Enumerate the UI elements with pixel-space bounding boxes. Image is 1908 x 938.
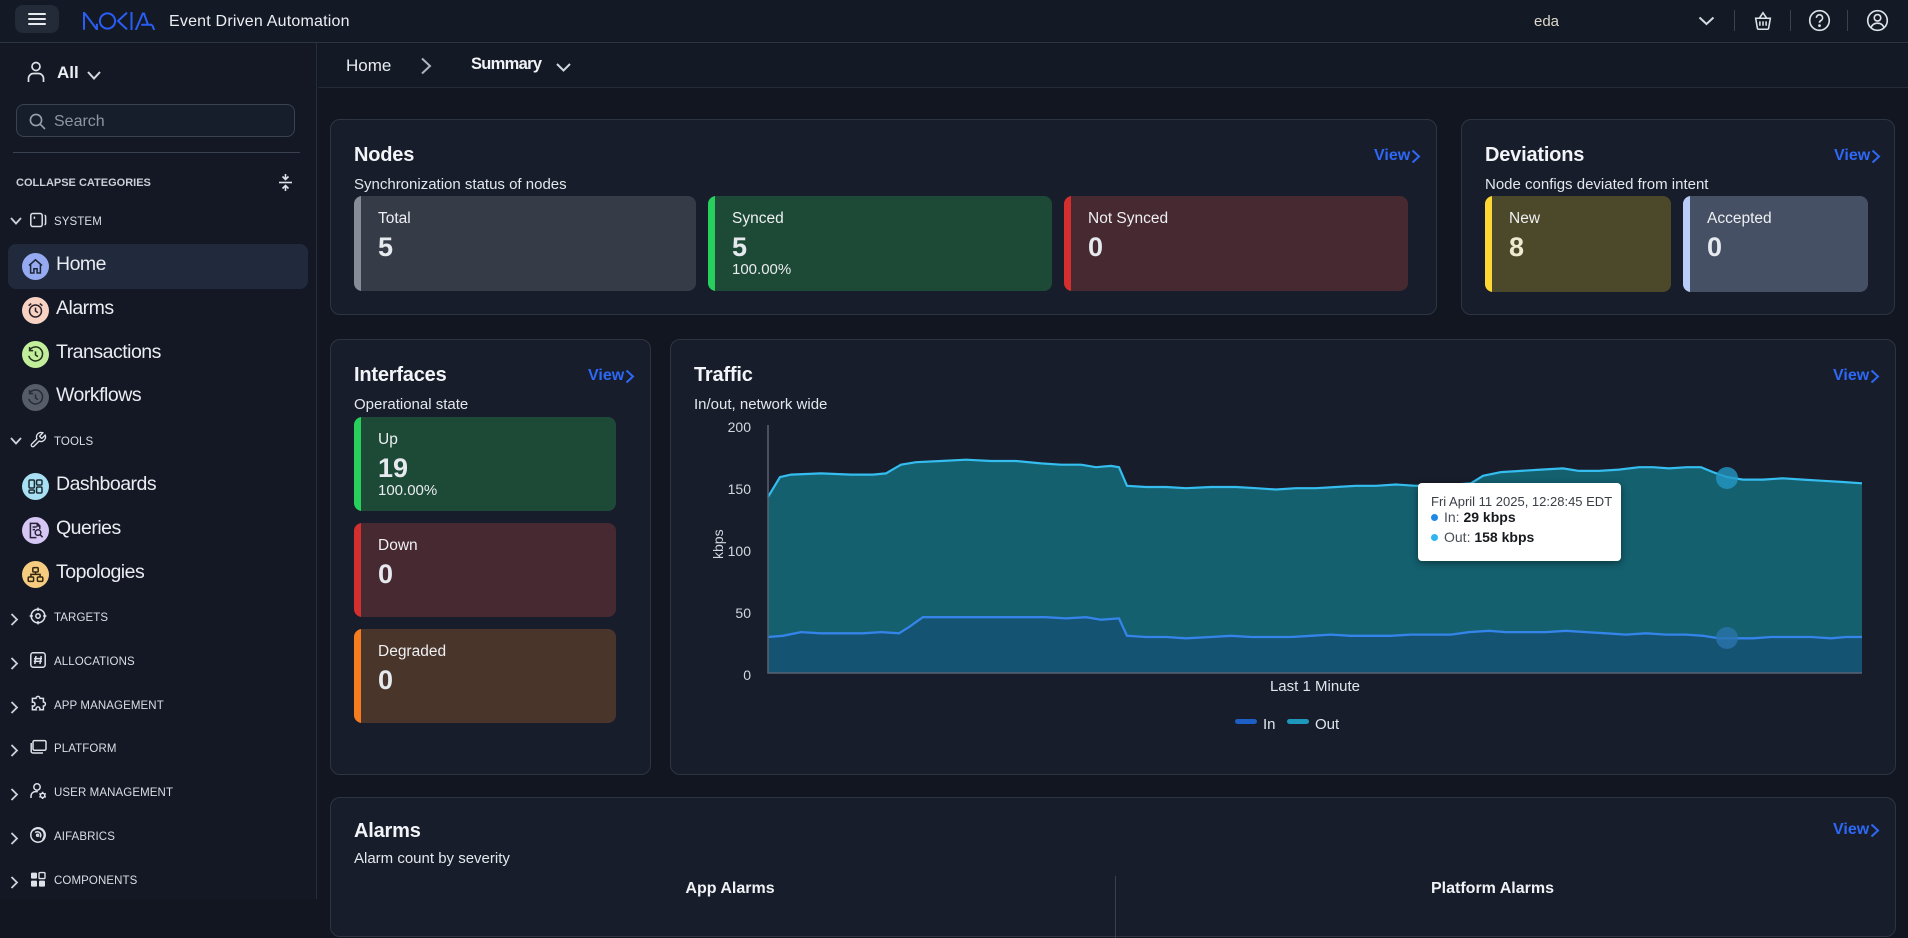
svg-text:0: 0	[743, 667, 751, 683]
svg-text:kbps: kbps	[710, 529, 726, 559]
svg-text:150: 150	[728, 481, 752, 497]
svg-text:200: 200	[728, 419, 752, 435]
svg-text:50: 50	[735, 605, 751, 621]
svg-text:100: 100	[728, 543, 752, 559]
svg-text:In: In	[1263, 716, 1276, 733]
svg-text:Out: Out	[1315, 716, 1340, 733]
svg-text:Last 1 Minute: Last 1 Minute	[1270, 678, 1360, 695]
